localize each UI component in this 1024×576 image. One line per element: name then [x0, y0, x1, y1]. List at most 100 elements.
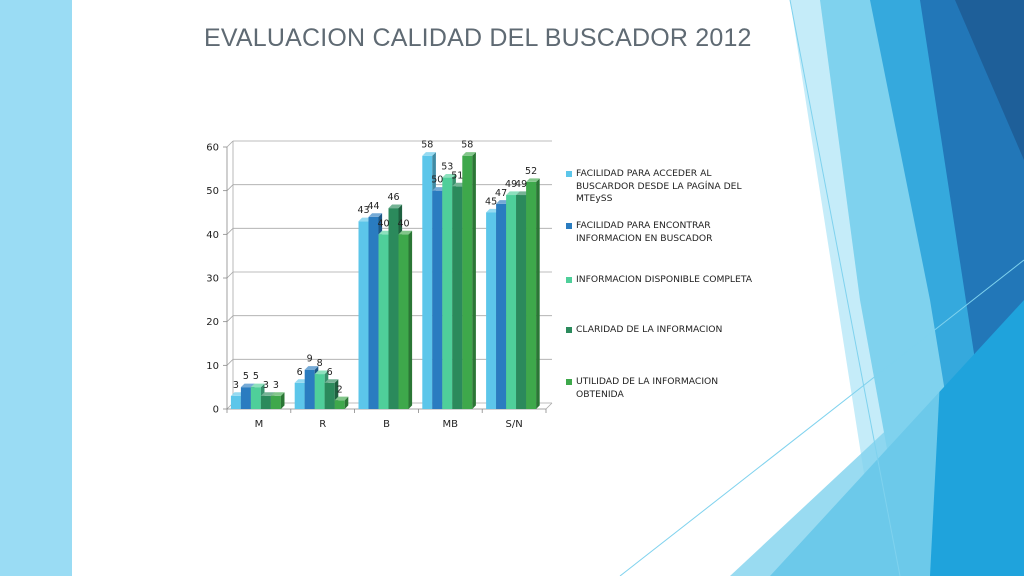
bar-top	[240, 383, 255, 388]
bar-top	[260, 392, 275, 396]
chart-bars	[230, 152, 540, 409]
bar-R-s1	[294, 382, 305, 409]
x-tick-label-mb: MB	[443, 419, 459, 430]
bar-top	[314, 370, 329, 375]
y-tick-label: 40	[206, 230, 219, 241]
legend-swatch	[566, 171, 572, 177]
gridline-side-40	[226, 228, 234, 235]
data-label: 45	[485, 197, 497, 208]
bar-side	[280, 392, 285, 409]
bar-top	[526, 178, 540, 182]
bar-S/N-s2	[496, 203, 507, 409]
data-label: 5	[243, 371, 249, 382]
data-label: 43	[357, 205, 369, 216]
legend-item: FACILIDAD PARA ENCONTRAR INFORMACION EN …	[566, 220, 766, 245]
legend-item: FACILIDAD PARA ACCEDER AL BUSCARDOR DESD…	[566, 168, 766, 206]
y-tick-label: 60	[206, 143, 219, 154]
legend-item: CLARIDAD DE LA INFORMACION	[566, 324, 722, 337]
bar-top	[250, 383, 265, 388]
bar-B-s2	[368, 216, 379, 409]
x-tick-label-sn: S/N	[505, 419, 522, 430]
bar-M-s1	[230, 395, 241, 409]
bar-top	[324, 379, 339, 383]
data-label: 40	[397, 218, 409, 229]
legend-swatch	[566, 223, 572, 229]
bar-B-s3	[378, 234, 389, 409]
bar-R-s2	[304, 369, 315, 409]
bar-top	[388, 204, 403, 209]
bar-B-s5	[398, 234, 409, 409]
legend-swatch	[566, 277, 572, 283]
y-tick-label: 10	[206, 361, 219, 372]
data-label: 49	[515, 179, 527, 190]
bar-top	[270, 392, 285, 396]
y-tick-label: 20	[206, 317, 219, 328]
data-label: 2	[337, 384, 343, 395]
y-tick-label: 30	[206, 274, 219, 285]
data-label: 49	[505, 179, 517, 190]
bar-side	[536, 178, 540, 409]
bar-top	[462, 152, 476, 156]
bar-M-s5	[270, 395, 281, 409]
bar-S/N-s3	[506, 195, 517, 409]
gridline-side-50	[226, 184, 234, 191]
bar-top	[398, 230, 413, 235]
data-label: 50	[431, 175, 443, 186]
legend-label: FACILIDAD PARA ENCONTRAR INFORMACION EN …	[576, 220, 713, 244]
x-tick-label-r: R	[319, 419, 326, 430]
x-tick-label-b: B	[383, 419, 390, 430]
bar-top	[304, 366, 319, 370]
data-label: 40	[377, 218, 389, 229]
bar-R-s5	[334, 400, 345, 409]
y-tick-label: 50	[206, 186, 219, 197]
bar-side	[408, 230, 413, 409]
bar-R-s4	[324, 382, 335, 409]
bar-MB-s5	[462, 155, 473, 409]
data-label: 44	[367, 201, 379, 212]
bar-MB-s1	[422, 155, 433, 409]
bar-S/N-s1	[486, 212, 497, 409]
legend-label: INFORMACION DISPONIBLE COMPLETA	[576, 274, 753, 285]
floor-edge	[545, 402, 553, 410]
decor-line-2	[789, 0, 901, 576]
bar-top	[368, 213, 383, 217]
legend-item: INFORMACION DISPONIBLE COMPLETA	[566, 274, 752, 287]
data-label: 58	[421, 140, 433, 151]
bar-side	[472, 152, 476, 409]
legend-swatch	[566, 327, 572, 333]
x-tick-label-m: M	[255, 419, 264, 430]
right-decor-navy	[955, 0, 1024, 160]
legend-swatch	[566, 379, 572, 385]
bar-top	[506, 191, 520, 196]
data-label: 46	[387, 192, 399, 203]
data-label: 3	[273, 380, 279, 391]
left-decor-panel	[0, 0, 72, 576]
data-label: 3	[233, 380, 239, 391]
bar-R-s3	[314, 374, 325, 409]
bar-B-s1	[358, 221, 369, 409]
bar-side	[344, 396, 349, 409]
legend-label: UTILIDAD DE LA INFORMACION OBTENIDA	[576, 376, 719, 400]
bottom-decor-light	[730, 380, 940, 576]
gridline-side-10	[226, 359, 234, 366]
slide-title: EVALUACION CALIDAD DEL BUSCADOR 2012	[204, 24, 752, 52]
data-label: 47	[495, 188, 507, 199]
data-label: 3	[263, 380, 269, 391]
bar-M-s2	[240, 387, 251, 409]
bar-top	[422, 152, 436, 156]
data-label: 9	[307, 354, 313, 365]
data-label: 6	[297, 367, 303, 378]
bar-M-s3	[250, 387, 261, 409]
gridline-side-30	[226, 271, 234, 279]
bar-MB-s4	[452, 186, 463, 409]
bar-top	[334, 396, 349, 401]
bar-MB-s2	[432, 190, 443, 409]
legend-label: FACILIDAD PARA ACCEDER AL BUSCARDOR DESD…	[576, 168, 742, 204]
chart-axes: 0 10 20 30 40 50 60 M R B MB S/N	[206, 141, 553, 430]
decor-line	[619, 259, 1024, 576]
bar-S/N-s4	[516, 195, 527, 409]
gridline-side-60	[226, 140, 234, 148]
